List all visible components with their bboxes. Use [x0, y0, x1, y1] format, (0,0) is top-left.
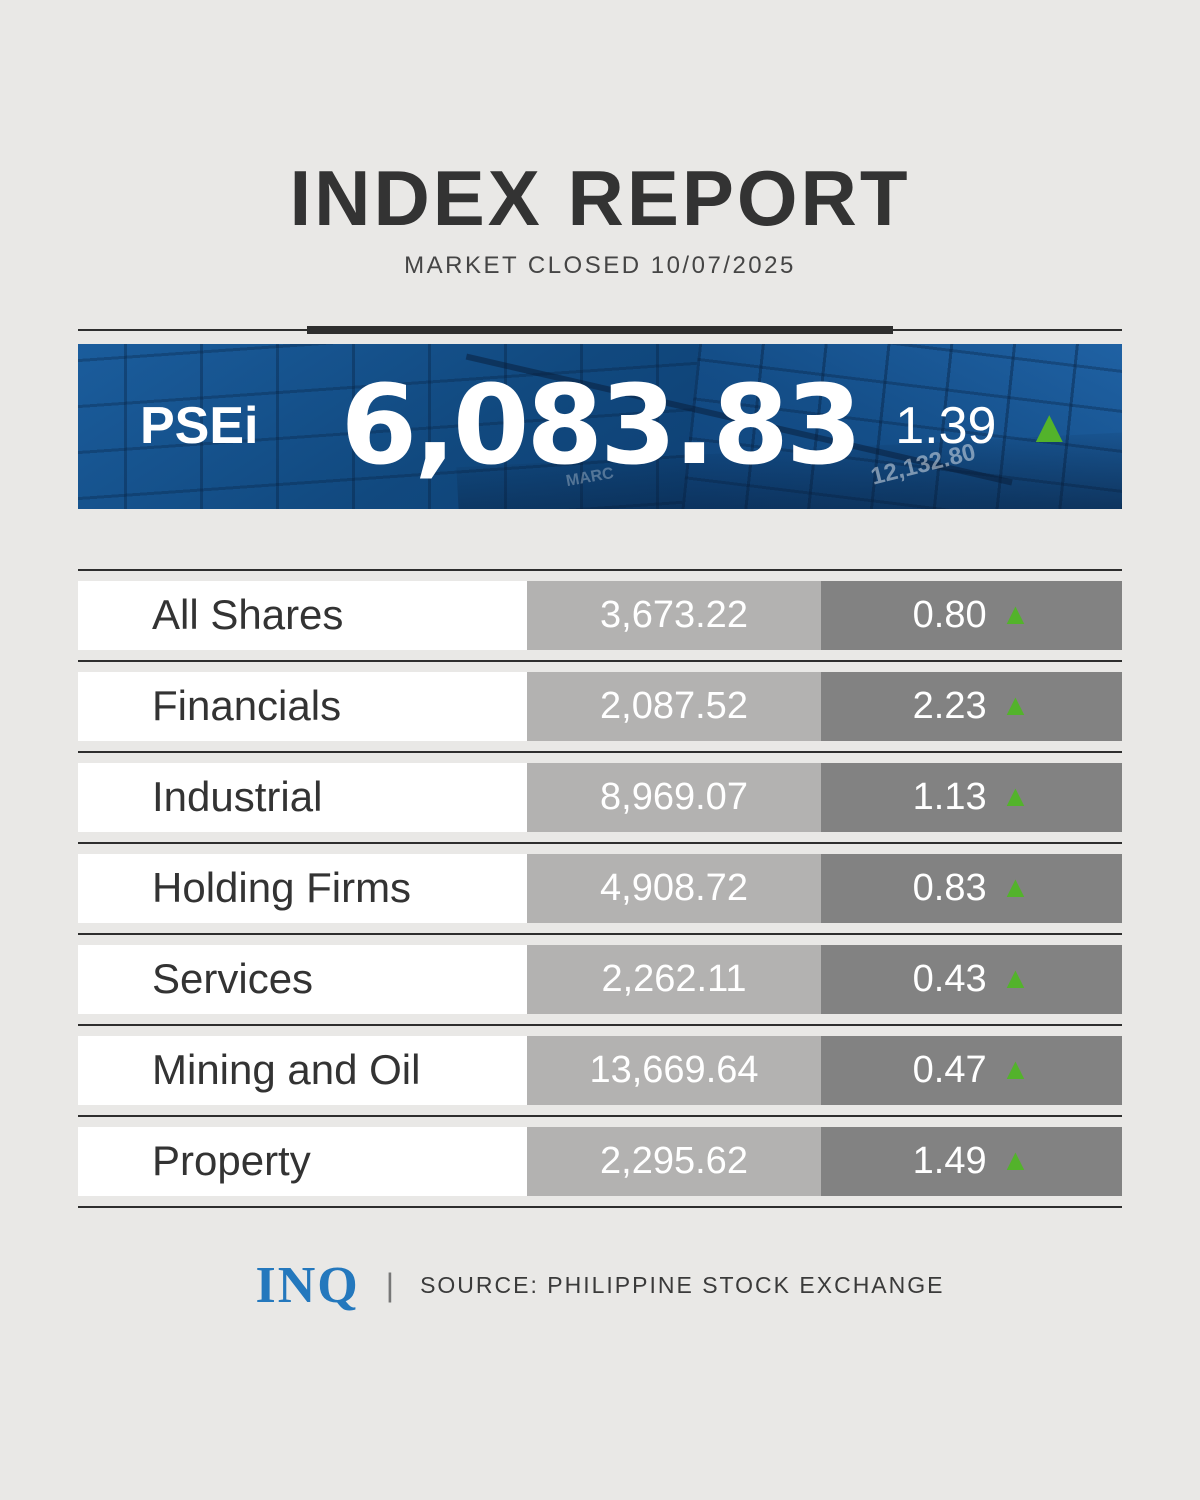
up-triangle-icon: ▲	[1026, 400, 1072, 453]
sector-change: 0.47 ▲	[821, 1035, 1122, 1105]
divider-rule	[78, 325, 1122, 334]
table-row: Industrial 8,969.07 1.13 ▲	[78, 762, 1122, 832]
sector-value: 13,669.64	[527, 1035, 821, 1105]
table-row: Holding Firms 4,908.72 0.83 ▲	[78, 853, 1122, 923]
psei-change-value: 1.39	[895, 397, 997, 456]
sector-change-value: 0.80	[912, 593, 987, 636]
sector-change: 0.43 ▲	[821, 944, 1122, 1014]
index-report-infographic: INDEX REPORT MARKET CLOSED 10/07/2025 MA…	[0, 0, 1200, 1314]
sector-index-table: All Shares 3,673.22 0.80 ▲ Financials 2,…	[78, 568, 1122, 1208]
psei-value: 6,083.83	[340, 360, 863, 489]
sector-change-value: 0.83	[912, 866, 987, 909]
sector-change-value: 0.47	[912, 1048, 987, 1091]
sector-change: 0.83 ▲	[821, 853, 1122, 923]
sector-change-value: 1.13	[912, 775, 987, 818]
divider-bar	[307, 325, 893, 334]
row-separator	[78, 841, 1122, 844]
up-triangle-icon: ▲	[1000, 871, 1031, 905]
sector-value: 8,969.07	[527, 762, 821, 832]
sector-change-value: 0.43	[912, 957, 987, 1000]
up-triangle-icon: ▲	[1000, 1144, 1031, 1178]
up-triangle-icon: ▲	[1000, 1053, 1031, 1087]
up-triangle-icon: ▲	[1000, 598, 1031, 632]
table-row: Services 2,262.11 0.43 ▲	[78, 944, 1122, 1014]
sector-value: 2,262.11	[527, 944, 821, 1014]
sector-change-value: 2.23	[912, 684, 987, 727]
psei-label: PSEi	[140, 397, 259, 456]
sector-change: 1.13 ▲	[821, 762, 1122, 832]
sector-label: Holding Firms	[78, 853, 527, 923]
psei-banner: MARC 12,132.80 PSEi 6,083.83 1.39 ▲	[78, 343, 1122, 509]
sector-label: Property	[78, 1126, 527, 1196]
sector-change: 2.23 ▲	[821, 671, 1122, 741]
row-separator	[78, 1114, 1122, 1117]
row-separator	[78, 1023, 1122, 1026]
up-triangle-icon: ▲	[1000, 689, 1031, 723]
sector-change: 0.80 ▲	[821, 580, 1122, 650]
sector-label: All Shares	[78, 580, 527, 650]
table-row: Financials 2,087.52 2.23 ▲	[78, 671, 1122, 741]
row-separator	[78, 750, 1122, 753]
footer: INQ | SOURCE: PHILIPPINE STOCK EXCHANGE	[0, 1256, 1200, 1314]
table-row: Mining and Oil 13,669.64 0.47 ▲	[78, 1035, 1122, 1105]
sector-label: Industrial	[78, 762, 527, 832]
source-text: SOURCE: PHILIPPINE STOCK EXCHANGE	[420, 1272, 945, 1299]
sector-label: Mining and Oil	[78, 1035, 527, 1105]
sector-value: 2,295.62	[527, 1126, 821, 1196]
row-separator	[78, 659, 1122, 662]
row-separator	[78, 1205, 1122, 1208]
sector-change: 1.49 ▲	[821, 1126, 1122, 1196]
sector-value: 2,087.52	[527, 671, 821, 741]
page-title: INDEX REPORT	[289, 154, 911, 242]
psei-change: 1.39 ▲	[895, 396, 1072, 456]
header: INDEX REPORT MARKET CLOSED 10/07/2025	[0, 0, 1200, 280]
up-triangle-icon: ▲	[1000, 962, 1031, 996]
page-subtitle: MARKET CLOSED 10/07/2025	[404, 251, 796, 279]
sector-value: 4,908.72	[527, 853, 821, 923]
sector-label: Services	[78, 944, 527, 1014]
table-row: Property 2,295.62 1.49 ▲	[78, 1126, 1122, 1196]
sector-change-value: 1.49	[912, 1139, 987, 1182]
up-triangle-icon: ▲	[1000, 780, 1031, 814]
inq-logo: INQ	[255, 1256, 360, 1314]
sector-value: 3,673.22	[527, 580, 821, 650]
table-row: All Shares 3,673.22 0.80 ▲	[78, 580, 1122, 650]
row-separator	[78, 932, 1122, 935]
footer-separator: |	[385, 1267, 395, 1304]
sector-label: Financials	[78, 671, 527, 741]
psei-banner-content: PSEi 6,083.83 1.39 ▲	[78, 344, 1122, 509]
row-separator	[78, 568, 1122, 571]
